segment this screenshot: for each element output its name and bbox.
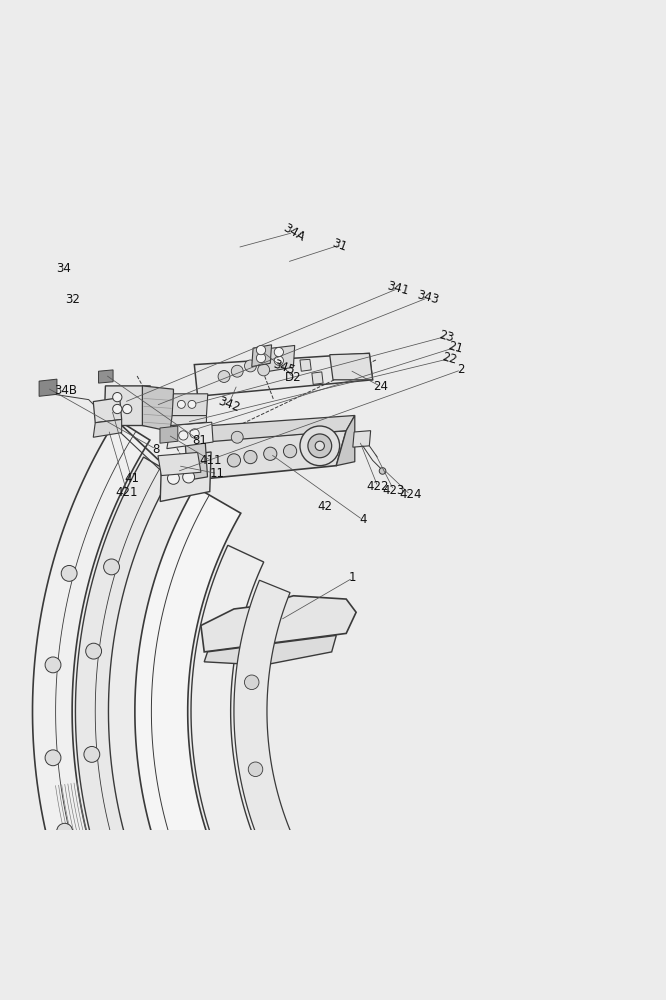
Text: 411: 411 [200, 454, 222, 467]
Circle shape [258, 364, 270, 376]
Polygon shape [93, 419, 122, 437]
Circle shape [45, 750, 61, 766]
Text: 345: 345 [271, 358, 296, 378]
Polygon shape [266, 345, 294, 372]
Circle shape [315, 441, 324, 450]
Circle shape [167, 472, 179, 484]
Text: 341: 341 [385, 279, 410, 298]
Circle shape [284, 445, 296, 458]
Circle shape [177, 400, 185, 408]
Polygon shape [204, 415, 355, 442]
Polygon shape [170, 416, 206, 426]
Text: 342: 342 [216, 394, 241, 414]
Polygon shape [158, 452, 201, 476]
Polygon shape [234, 580, 486, 1000]
Text: 34: 34 [56, 262, 71, 275]
Text: 34A: 34A [280, 221, 306, 244]
Polygon shape [312, 372, 323, 384]
Circle shape [113, 404, 122, 414]
Circle shape [304, 895, 318, 910]
Polygon shape [135, 487, 501, 1000]
Circle shape [354, 952, 368, 966]
Circle shape [106, 856, 122, 872]
Polygon shape [143, 386, 173, 432]
Text: 2: 2 [458, 363, 465, 376]
Circle shape [256, 353, 266, 363]
Circle shape [104, 559, 119, 575]
Circle shape [244, 360, 256, 372]
Polygon shape [33, 419, 242, 1000]
Circle shape [84, 746, 100, 762]
Text: 422: 422 [367, 480, 389, 493]
Polygon shape [160, 426, 178, 443]
Circle shape [244, 450, 257, 464]
Polygon shape [184, 426, 208, 480]
Circle shape [149, 950, 164, 966]
Polygon shape [39, 379, 57, 396]
Circle shape [231, 431, 243, 443]
Circle shape [86, 643, 101, 659]
Polygon shape [191, 545, 493, 1000]
Circle shape [244, 675, 259, 690]
Circle shape [57, 823, 73, 839]
Text: 81: 81 [192, 434, 207, 447]
Polygon shape [204, 635, 336, 665]
Polygon shape [300, 359, 311, 371]
Text: 41: 41 [124, 472, 139, 485]
Circle shape [113, 392, 122, 402]
Text: 424: 424 [399, 488, 422, 501]
Polygon shape [194, 353, 372, 396]
Circle shape [182, 471, 194, 483]
Text: 21: 21 [446, 339, 464, 356]
Text: 24: 24 [373, 380, 388, 393]
Circle shape [178, 431, 188, 440]
Polygon shape [188, 431, 346, 480]
Polygon shape [104, 386, 151, 426]
Circle shape [274, 356, 284, 365]
Circle shape [300, 426, 340, 466]
Text: 4: 4 [359, 513, 366, 526]
Circle shape [274, 845, 289, 860]
Text: 11: 11 [210, 467, 225, 480]
Circle shape [190, 429, 199, 438]
Text: 8: 8 [153, 443, 160, 456]
Circle shape [256, 345, 266, 355]
Circle shape [274, 347, 284, 357]
Circle shape [45, 657, 61, 673]
Circle shape [248, 762, 263, 777]
Circle shape [264, 447, 277, 460]
Circle shape [231, 365, 243, 377]
Text: 34B: 34B [54, 384, 77, 397]
Text: 421: 421 [116, 486, 138, 499]
Circle shape [61, 565, 77, 581]
Polygon shape [93, 398, 122, 423]
Text: 23: 23 [438, 328, 456, 344]
Text: 343: 343 [415, 289, 440, 307]
Circle shape [188, 400, 196, 408]
Text: 42: 42 [318, 500, 332, 513]
Polygon shape [336, 415, 355, 466]
Circle shape [379, 468, 386, 474]
Text: 423: 423 [382, 484, 405, 497]
Polygon shape [172, 394, 208, 416]
Text: 32: 32 [65, 293, 79, 306]
Text: 31: 31 [330, 236, 349, 254]
Circle shape [218, 371, 230, 382]
Text: 22: 22 [440, 350, 458, 367]
Circle shape [227, 454, 240, 467]
Circle shape [124, 986, 140, 1000]
Circle shape [308, 434, 332, 458]
Polygon shape [166, 422, 213, 449]
Polygon shape [75, 457, 346, 1000]
Polygon shape [201, 596, 356, 652]
Polygon shape [252, 345, 272, 367]
Polygon shape [99, 370, 113, 383]
Text: 1: 1 [349, 571, 356, 584]
Circle shape [85, 912, 101, 928]
Polygon shape [161, 452, 211, 501]
Polygon shape [353, 431, 371, 447]
Circle shape [123, 404, 132, 414]
Text: D2: D2 [285, 371, 302, 384]
Polygon shape [330, 353, 372, 380]
